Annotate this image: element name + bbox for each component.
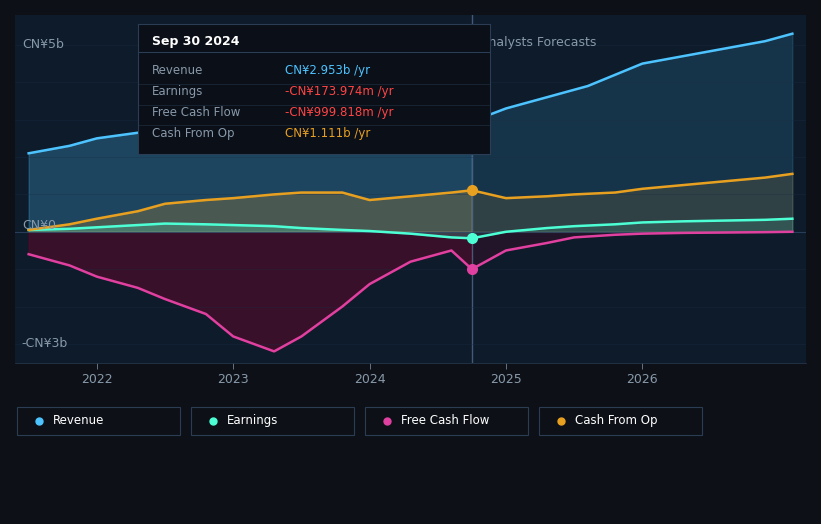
Text: Past: Past [438, 36, 464, 49]
Text: CN¥5b: CN¥5b [22, 38, 64, 51]
Text: Earnings: Earnings [227, 414, 278, 428]
Text: Cash From Op: Cash From Op [575, 414, 658, 428]
Text: Free Cash Flow: Free Cash Flow [401, 414, 489, 428]
Text: CN¥0: CN¥0 [22, 219, 56, 232]
Text: Revenue: Revenue [53, 414, 104, 428]
Text: -CN¥3b: -CN¥3b [22, 337, 68, 351]
Text: Analysts Forecasts: Analysts Forecasts [480, 36, 596, 49]
